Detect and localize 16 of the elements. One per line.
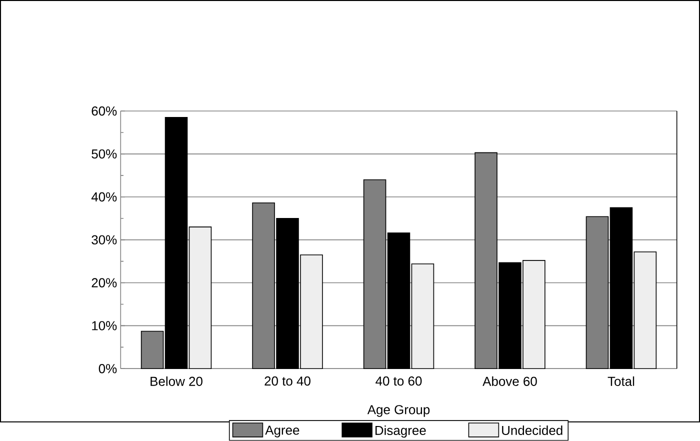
y-tick-label: 60% — [92, 106, 117, 116]
legend-label: Undecided — [502, 426, 562, 436]
x-axis-title: Age Group — [367, 405, 430, 417]
legend-label: Agree — [265, 426, 300, 438]
x-tick-label: Below 20 — [150, 376, 202, 386]
y-tick-label: 10% — [92, 321, 117, 330]
legend-label: Disagree — [375, 426, 426, 438]
y-tick-label: 30% — [92, 235, 117, 245]
y-tick-label: 40% — [91, 192, 117, 202]
y-tick-label: 20% — [92, 278, 117, 288]
x-tick-label: 40 to 60 — [376, 376, 422, 386]
x-tick-label: Total — [608, 376, 634, 386]
x-tick-label: 20 to 40 — [264, 376, 310, 386]
y-tick-label: 50% — [92, 149, 117, 159]
x-tick-label: Above 60 — [482, 376, 537, 386]
y-tick-label: 0% — [98, 364, 117, 374]
